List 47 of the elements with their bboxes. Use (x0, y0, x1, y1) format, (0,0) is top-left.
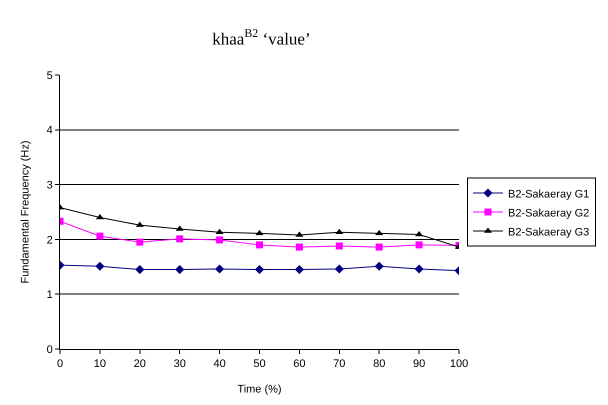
chart-title: khaa$^{B2}$ ‘value’ (212, 26, 311, 48)
y-tick-label: 1 (46, 289, 53, 302)
legend-label: B2-Sakaeray G3 (508, 226, 590, 238)
y-tick-label: 4 (46, 124, 53, 137)
point (335, 228, 344, 234)
y-tick-label: 2 (46, 234, 53, 246)
point (176, 225, 184, 231)
point (416, 241, 423, 248)
point (176, 235, 184, 242)
legend-label: B2-Sakaeray G2 (508, 207, 590, 220)
point (334, 264, 344, 274)
y-axis-title: Fundamental Frequency (Hz) (19, 140, 32, 284)
x-tick-label: 70 (333, 358, 346, 370)
y-tick-label: 0 (46, 344, 53, 356)
point (415, 230, 424, 236)
point (215, 264, 224, 274)
x-tick-label: 100 (450, 358, 468, 370)
point (95, 262, 104, 271)
point (414, 264, 424, 274)
x-tick-label: 10 (94, 358, 106, 370)
legend-label: B2-Sakaeray G1 (508, 188, 590, 200)
y-tick-label: 5 (46, 70, 53, 82)
point (216, 228, 224, 234)
point (216, 236, 224, 244)
point (175, 264, 184, 274)
point (96, 214, 104, 220)
point (296, 244, 303, 251)
x-tick-label: 90 (412, 358, 426, 370)
point (256, 241, 263, 248)
point (375, 230, 384, 236)
x-tick-label: 0 (56, 358, 64, 370)
point (254, 264, 264, 274)
x-tick-label: 40 (213, 358, 226, 370)
x-tick-label: 60 (293, 358, 306, 370)
point (96, 232, 104, 240)
point (376, 244, 383, 251)
point (294, 264, 304, 274)
x-tick-label: 20 (134, 358, 146, 370)
x-tick-label: 30 (174, 358, 186, 370)
point (336, 242, 343, 250)
point (135, 264, 144, 274)
x-axis-title: Time (%) (237, 383, 282, 396)
x-tick-label: 80 (373, 358, 386, 370)
x-tick-label: 50 (253, 358, 266, 370)
y-tick-label: 3 (46, 179, 53, 192)
point (136, 238, 144, 246)
point (374, 262, 384, 271)
